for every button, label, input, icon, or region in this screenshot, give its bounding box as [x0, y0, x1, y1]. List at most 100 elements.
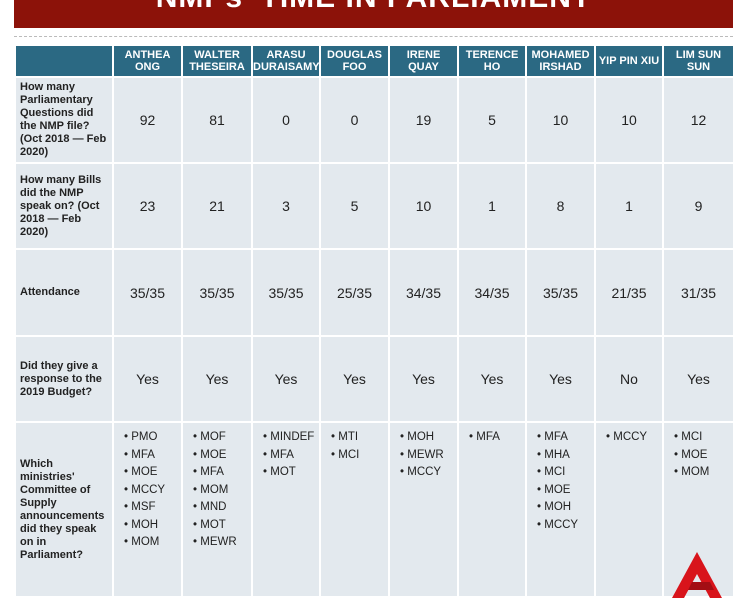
cell: • MCCY — [594, 421, 664, 598]
ministry: MOE — [544, 483, 571, 496]
cell: Yes — [319, 335, 390, 423]
cell: Yes — [181, 335, 253, 423]
cell: 10 — [525, 76, 596, 164]
column-header: MOHAMED IRSHAD — [525, 44, 596, 78]
cell: Yes — [457, 335, 527, 423]
list-item: • MOH — [124, 518, 159, 531]
ministry: MINDEF — [270, 431, 315, 443]
cell: 31/35 — [662, 248, 735, 337]
header-line: ANTHEA — [124, 49, 171, 61]
ministry: MFA — [200, 466, 224, 478]
cell: • MINDEF • MFA • MOT — [251, 421, 321, 598]
header-line: IRSHAD — [539, 61, 582, 73]
ministry: MCI — [338, 448, 360, 461]
divider — [14, 36, 733, 37]
list-item: • MOH — [400, 431, 435, 443]
ministry: MND — [200, 501, 227, 513]
cell: 35/35 — [181, 248, 253, 337]
list-item: • MFA — [537, 431, 568, 443]
cell: 23 — [112, 162, 183, 250]
list-item: • MOM — [124, 536, 160, 548]
row-label: Which ministries' Committee of Supply an… — [14, 421, 114, 598]
cell: 92 — [112, 76, 183, 164]
list-item: • MOT — [263, 466, 296, 478]
logo — [672, 552, 722, 598]
ministry: MCCY — [613, 431, 648, 443]
ministry: MOE — [681, 448, 708, 461]
list-item: • MCCY — [400, 466, 442, 478]
header-row: ANTHEA ONG WALTER THESEIRA ARASU DURAISAMY DOU… — [14, 44, 735, 78]
cell: 10 — [594, 76, 664, 164]
header-line: ARASU — [266, 49, 306, 61]
header-line: ONG — [134, 61, 161, 73]
list-item: • MOT — [193, 518, 226, 531]
cell: Yes — [662, 335, 735, 423]
cell: 35/35 — [251, 248, 321, 337]
list-item: • MTI — [331, 431, 359, 443]
ministry: MCCY — [131, 483, 166, 496]
cell: 34/35 — [388, 248, 459, 337]
cell: 1 — [457, 162, 527, 250]
header-line: FOO — [342, 61, 367, 73]
cell: • MOH • MEWR • MCCY — [388, 421, 459, 598]
list-item: • MFA — [263, 448, 294, 461]
row-label: How many Parliamentary Questions did the… — [14, 76, 114, 164]
cell: Yes — [112, 335, 183, 423]
ministry: MOM — [131, 536, 160, 548]
header-line: LIM SUN SUN — [675, 49, 722, 73]
list-item: • MFA — [124, 448, 155, 461]
list-item: • MFA — [469, 431, 500, 443]
list-item: • MCCY — [537, 518, 579, 531]
cell: 21/35 — [594, 248, 664, 337]
ministry: MFA — [131, 448, 155, 461]
header-line: THESEIRA — [189, 61, 245, 73]
ministry: PMO — [131, 431, 158, 443]
cell: 8 — [525, 162, 596, 250]
ministry: MOT — [200, 518, 226, 531]
row-label: Did they give a response to the 2019 Bud… — [14, 335, 114, 423]
header-line: MOHAMED — [531, 49, 590, 61]
list-item: • MND — [193, 501, 227, 513]
row-label: Attendance — [14, 248, 114, 337]
row: Attendance 35/35 35/35 35/35 25/35 34/35 34/35… — [14, 248, 735, 337]
list-item: • MOM — [193, 483, 229, 496]
cell: 12 — [662, 76, 735, 164]
ministry: MOT — [270, 466, 296, 478]
column-header: LIM SUN SUN — [662, 44, 735, 78]
cell: 81 — [181, 76, 253, 164]
cell: 34/35 — [457, 248, 527, 337]
cell: 19 — [388, 76, 459, 164]
ministry: MOE — [131, 466, 158, 478]
list-item: • MOE — [124, 466, 158, 478]
list-item: • MOM — [674, 466, 710, 478]
column-header: WALTER THESEIRA — [181, 44, 253, 78]
cell: • MTI • MCI — [319, 421, 390, 598]
list-item: • MFA — [193, 466, 224, 478]
list-item: • MINDEF — [263, 431, 315, 443]
ministry: MFA — [270, 448, 294, 461]
ministry: MFA — [476, 431, 500, 443]
list-item: • MHA — [537, 448, 570, 461]
cell: • MFA • MHA • MCI • MOE • MOH • MCCY — [525, 421, 596, 598]
cell: Yes — [388, 335, 459, 423]
ministry: MCCY — [544, 518, 579, 531]
list-item: • MCI — [331, 448, 360, 461]
cell: 5 — [319, 162, 390, 250]
header-line: HO — [483, 61, 501, 73]
cell: 21 — [181, 162, 253, 250]
table: ANTHEA ONG WALTER THESEIRA ARASU DURAISAMY DOU… — [14, 44, 735, 598]
cell: 10 — [388, 162, 459, 250]
list-item: • MOE — [537, 483, 571, 496]
header-line: TERENCE — [465, 49, 519, 61]
ministry: MCCY — [407, 466, 442, 478]
list-item: • MCCY — [606, 431, 648, 443]
ministry: MFA — [544, 431, 568, 443]
list-item: • MCI — [537, 466, 566, 478]
cell: 0 — [319, 76, 390, 164]
row: How many Bills did the NMP speak on? (Oc… — [14, 162, 735, 250]
ministry: MOH — [407, 431, 435, 443]
cell: 35/35 — [525, 248, 596, 337]
column-header: ARASU DURAISAMY — [251, 44, 321, 78]
list-item: • MOF — [193, 431, 226, 443]
